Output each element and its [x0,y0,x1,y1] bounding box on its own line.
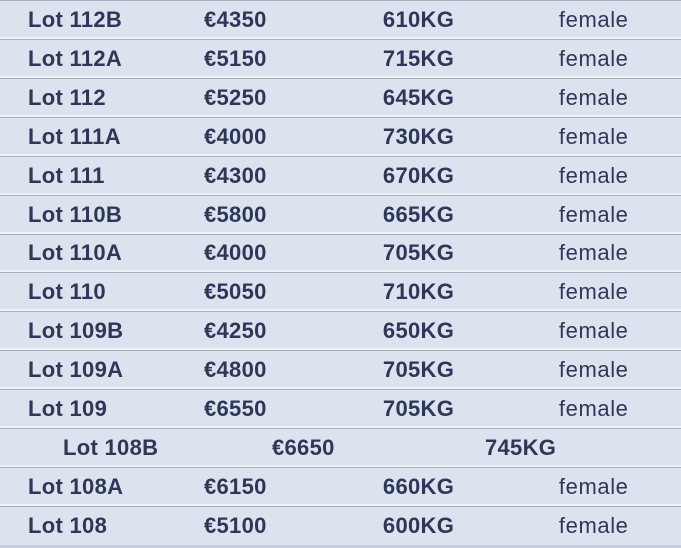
lot-weight: 705KG [382,357,455,383]
lot-price: €6650 [271,435,335,461]
lot-price: €4000 [203,123,267,149]
lot-price: €4250 [203,318,267,344]
lot-gender: female [558,240,629,266]
lot-price: €5250 [203,84,267,110]
lot-gender: female [558,201,629,227]
lot-price: €5050 [203,279,267,305]
lot-label: Lot 110A [28,240,123,266]
table-row[interactable]: Lot 112A €5150 715KG female [0,39,681,79]
lot-price: €6550 [203,396,267,422]
table-row[interactable]: Lot 111 €4300 670KG female [0,156,681,196]
table-row[interactable]: Lot 112B €4350 610KG female [0,1,681,40]
lot-price: €4800 [203,357,267,383]
lot-price: €6150 [203,474,267,500]
lot-label: Lot 110B [28,201,123,227]
lot-label: Lot 112A [28,45,123,71]
table-row[interactable]: Lot 108A €6150 660KG female [0,468,681,507]
table-row[interactable]: Lot 110 €5050 710KG female [0,273,681,313]
lot-price: €5800 [203,201,267,227]
lot-label: Lot 109B [28,318,124,344]
lot-gender: female [558,123,629,149]
table-row[interactable]: Lot 110B €5800 665KG female [0,195,681,235]
lot-price: €5100 [203,512,267,538]
lot-price: €4300 [203,162,267,188]
table-row[interactable]: Lot 109 €6550 705KG female [0,390,681,430]
table-row[interactable]: Lot 108B €6650 745KG [0,429,681,469]
lot-price: €4350 [203,6,267,32]
lot-gender: female [558,84,629,110]
lot-label: Lot 109 [28,396,108,422]
lot-weight: 600KG [382,512,455,538]
lot-gender: female [558,474,629,500]
lot-gender: female [558,279,629,305]
lot-gender: female [558,162,629,188]
lot-label: Lot 108 [28,512,108,538]
lot-weight: 730KG [382,123,455,149]
lot-gender: female [558,357,629,383]
lot-weight: 705KG [382,396,455,422]
table-row[interactable]: Lot 111A €4000 730KG female [0,117,681,157]
lot-label: Lot 112 [28,84,106,110]
lot-label: Lot 112B [28,6,123,32]
lot-label: Lot 108B [63,435,159,461]
lot-gender: female [558,512,629,538]
lot-weight: 645KG [382,84,455,110]
table-row[interactable]: Lot 109A €4800 705KG female [0,351,681,391]
table-row[interactable]: Lot 109B €4250 650KG female [0,312,681,352]
lot-gender: female [558,6,629,32]
table-row[interactable]: Lot 112 €5250 645KG female [0,78,681,118]
lot-weight: 705KG [382,240,455,266]
table-row[interactable]: Lot 108 €5100 600KG female [0,506,681,548]
lot-weight: 670KG [382,162,455,188]
lot-price: €5150 [203,45,267,71]
lot-label: Lot 110 [28,279,106,305]
lot-weight: 610KG [382,6,455,32]
lot-weight: 650KG [382,318,455,344]
lot-gender: female [558,318,629,344]
table-row[interactable]: Lot 110A €4000 705KG female [0,234,681,274]
lot-weight: 745KG [484,435,557,461]
lot-weight: 660KG [382,474,455,500]
lot-gender: female [558,45,629,71]
lot-price: €4000 [203,240,267,266]
lot-label: Lot 109A [28,357,124,383]
lot-weight: 710KG [382,279,455,305]
lot-label: Lot 111 [28,162,105,188]
lot-weight: 715KG [382,45,455,71]
lot-weight: 665KG [382,201,455,227]
lot-label: Lot 108A [28,474,124,500]
lot-gender: female [558,396,629,422]
lot-label: Lot 111A [28,123,121,149]
